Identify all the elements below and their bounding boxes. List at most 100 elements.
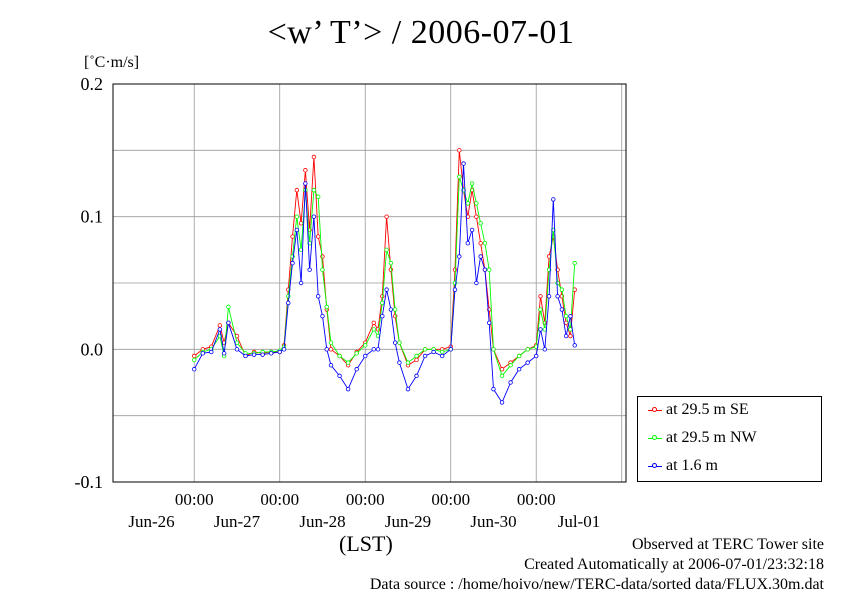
y-tick-label: 0.0: [81, 339, 104, 359]
series-point-1: [474, 201, 479, 206]
series-point-2: [457, 254, 462, 259]
series-point-2: [281, 347, 287, 352]
series-point-1: [563, 313, 569, 319]
series-point-2: [268, 351, 274, 356]
series-point-2: [371, 347, 376, 352]
series-point-1: [311, 187, 317, 193]
x-tick-time-label: 00:00: [175, 490, 214, 509]
series-point-2: [525, 360, 530, 365]
x-tick-time-label: 00:00: [431, 490, 470, 509]
y-tick-label: 0.2: [81, 74, 104, 94]
series-point-2: [217, 327, 223, 332]
series-point-1: [388, 260, 394, 266]
series-point-2: [397, 360, 402, 365]
series-point-1: [538, 307, 543, 312]
series-point-2: [303, 181, 308, 186]
series-line-1: [193, 176, 576, 377]
series-point-0: [388, 267, 394, 272]
series-point-2: [328, 363, 334, 368]
series-point-2: [542, 347, 547, 352]
series-point-1: [487, 267, 492, 272]
series-point-2: [508, 380, 513, 385]
series-point-0: [499, 367, 505, 372]
series-point-2: [474, 280, 479, 286]
series-point-2: [482, 267, 488, 272]
series-point-0: [311, 154, 317, 160]
series-point-1: [469, 181, 475, 186]
series-point-0: [316, 234, 321, 239]
series-point-2: [324, 347, 329, 352]
series-point-2: [363, 353, 368, 359]
series-point-0: [384, 214, 389, 219]
series-point-2: [320, 313, 325, 319]
series-point-0: [294, 187, 300, 193]
series-point-2: [192, 367, 197, 372]
series-point-1: [491, 347, 496, 352]
series-point-1: [457, 174, 462, 180]
series-point-2: [487, 320, 492, 325]
series-point-1: [465, 201, 471, 206]
chart-legend: at 29.5 m SE at 29.5 m NW at 1.6 m: [637, 396, 822, 482]
series-point-1: [328, 340, 334, 345]
series-point-2: [491, 386, 496, 392]
series-point-1: [414, 353, 419, 359]
series-point-2: [392, 340, 398, 345]
footer-source: Data source : /home/hoivo/new/TERC-data/…: [369, 576, 824, 593]
series-point-0: [217, 323, 223, 328]
series-point-2: [209, 349, 214, 355]
series-point-2: [414, 373, 419, 379]
legend-swatch-red: [648, 405, 662, 415]
series-point-2: [311, 214, 317, 219]
series-point-2: [380, 313, 385, 319]
series-point-2: [337, 373, 342, 379]
x-day-label: Jun-30: [470, 512, 516, 531]
footer-created: Created Automatically at 2006-07-01/23:3…: [524, 556, 824, 573]
series-point-2: [345, 386, 351, 392]
series-point-2: [290, 260, 295, 266]
series-point-0: [414, 357, 419, 363]
x-axis-label: (LST): [339, 531, 393, 556]
series-point-1: [192, 357, 197, 363]
series-point-2: [431, 349, 436, 355]
legend-swatch-blue: [648, 461, 662, 471]
series-point-1: [345, 360, 351, 365]
legend-item-se: at 29.5 m SE: [648, 401, 749, 419]
series-point-1: [294, 214, 300, 219]
series-point-1: [371, 327, 376, 332]
series-point-2: [307, 267, 312, 272]
series-point-1: [384, 247, 389, 253]
series-point-2: [298, 280, 304, 286]
x-day-label: Jun-26: [128, 512, 174, 531]
series-point-1: [439, 349, 445, 355]
series-point-2: [563, 333, 569, 339]
series-point-1: [324, 304, 329, 310]
series-point-2: [243, 353, 248, 359]
series-point-1: [405, 360, 411, 365]
y-tick-label: -0.1: [75, 472, 104, 492]
series-point-1: [478, 221, 483, 226]
series-point-1: [482, 240, 488, 246]
x-day-label: Jun-27: [214, 512, 261, 531]
series-point-2: [538, 327, 543, 332]
series-point-2: [499, 400, 505, 405]
series-point-0: [328, 347, 334, 352]
series-point-0: [568, 333, 573, 339]
chart-title: <w’ T’> / 2006-07-01: [267, 14, 575, 51]
series-point-2: [546, 294, 552, 299]
series-point-2: [200, 351, 205, 356]
series-point-0: [478, 240, 483, 246]
series-point-0: [290, 234, 295, 239]
y-axis-unit-label: [˚C·m/s]: [84, 54, 140, 71]
series-point-0: [538, 294, 543, 299]
series-line-0: [193, 150, 576, 370]
series-point-2: [572, 343, 577, 348]
legend-item-nw: at 29.5 m NW: [648, 429, 757, 447]
series-point-2: [551, 197, 556, 202]
series-point-2: [294, 227, 300, 233]
x-day-label: Jun-29: [385, 512, 431, 531]
series-point-2: [469, 227, 475, 233]
series-point-2: [354, 367, 359, 372]
series-point-0: [192, 353, 197, 359]
series-point-2: [260, 352, 265, 357]
series-point-1: [499, 373, 505, 379]
